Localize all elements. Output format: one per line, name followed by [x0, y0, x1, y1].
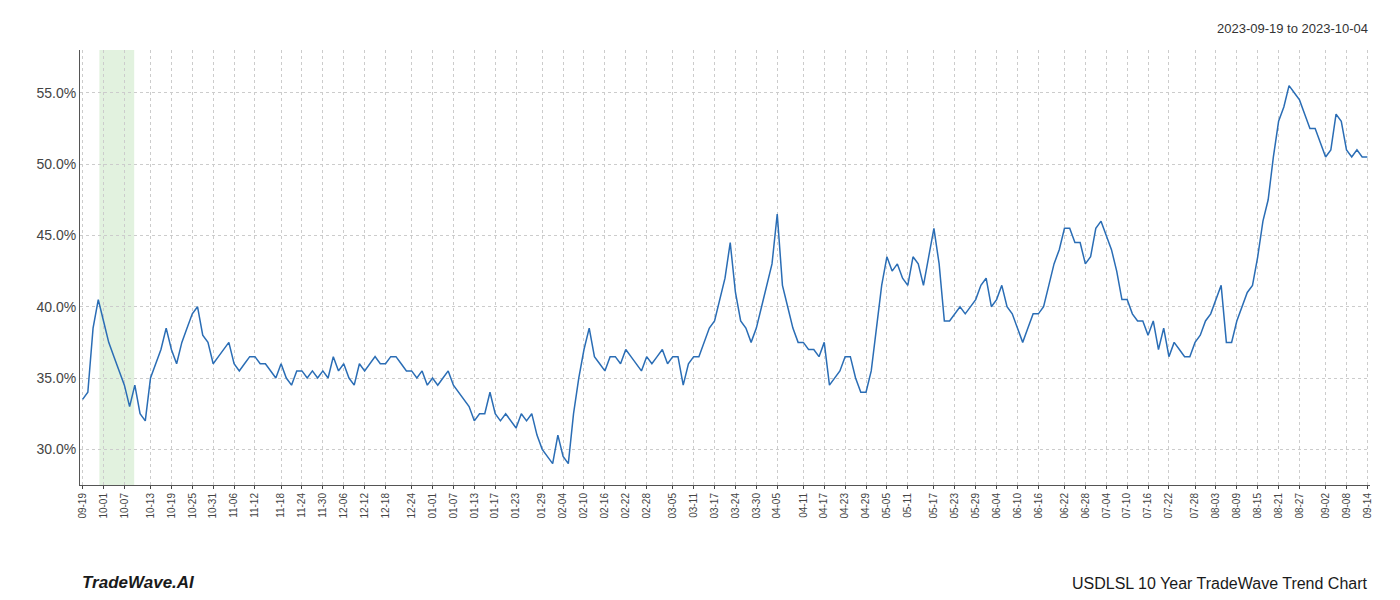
- svg-text:05-17: 05-17: [928, 493, 939, 519]
- svg-text:50.0%: 50.0%: [36, 156, 76, 172]
- svg-text:09-02: 09-02: [1320, 493, 1331, 519]
- svg-text:40.0%: 40.0%: [36, 299, 76, 315]
- svg-text:12-06: 12-06: [338, 493, 349, 519]
- svg-text:10-07: 10-07: [119, 493, 130, 519]
- svg-text:04-05: 04-05: [771, 493, 782, 519]
- svg-text:12-18: 12-18: [380, 493, 391, 519]
- svg-text:TradeWave.AI: TradeWave.AI: [82, 573, 195, 592]
- svg-text:08-21: 08-21: [1273, 493, 1284, 519]
- svg-text:11-12: 11-12: [249, 493, 260, 518]
- svg-text:2023-09-19 to 2023-10-04: 2023-09-19 to 2023-10-04: [1217, 21, 1368, 36]
- svg-text:07-16: 07-16: [1142, 493, 1153, 519]
- svg-text:06-28: 06-28: [1080, 493, 1091, 519]
- svg-text:30.0%: 30.0%: [36, 441, 76, 457]
- svg-text:08-15: 08-15: [1252, 493, 1263, 519]
- svg-text:09-14: 09-14: [1362, 493, 1373, 519]
- svg-text:08-09: 08-09: [1231, 493, 1242, 519]
- svg-text:07-22: 07-22: [1163, 493, 1174, 519]
- svg-text:06-04: 06-04: [991, 493, 1002, 519]
- svg-text:04-17: 04-17: [818, 493, 829, 519]
- svg-text:03-17: 03-17: [709, 493, 720, 519]
- svg-text:03-05: 03-05: [667, 493, 678, 519]
- svg-text:01-17: 01-17: [489, 493, 500, 519]
- svg-text:35.0%: 35.0%: [36, 370, 76, 386]
- svg-text:10-25: 10-25: [187, 493, 198, 519]
- svg-text:08-03: 08-03: [1210, 493, 1221, 519]
- svg-text:09-19: 09-19: [77, 493, 88, 519]
- svg-text:06-16: 06-16: [1033, 493, 1044, 519]
- svg-text:10-31: 10-31: [207, 493, 218, 519]
- svg-text:04-23: 04-23: [839, 493, 850, 519]
- svg-text:02-28: 02-28: [641, 493, 652, 519]
- svg-text:07-10: 07-10: [1121, 493, 1132, 519]
- svg-text:04-11: 04-11: [798, 493, 809, 518]
- svg-text:USDLSL 10 Year TradeWave Trend: USDLSL 10 Year TradeWave Trend Chart: [1072, 575, 1368, 592]
- svg-text:55.0%: 55.0%: [36, 85, 76, 101]
- svg-text:11-30: 11-30: [317, 493, 328, 518]
- svg-text:03-30: 03-30: [751, 493, 762, 519]
- svg-text:10-01: 10-01: [98, 493, 109, 519]
- svg-text:10-13: 10-13: [145, 493, 156, 519]
- svg-text:01-01: 01-01: [427, 493, 438, 519]
- svg-text:05-29: 05-29: [970, 493, 981, 519]
- svg-text:01-13: 01-13: [469, 493, 480, 519]
- svg-text:09-08: 09-08: [1341, 493, 1352, 519]
- svg-text:07-04: 07-04: [1101, 493, 1112, 519]
- svg-text:01-23: 01-23: [510, 493, 521, 519]
- svg-text:02-16: 02-16: [599, 493, 610, 519]
- svg-text:02-10: 02-10: [578, 493, 589, 519]
- svg-text:11-06: 11-06: [228, 493, 239, 518]
- svg-text:11-24: 11-24: [296, 493, 307, 518]
- svg-text:45.0%: 45.0%: [36, 227, 76, 243]
- svg-text:08-27: 08-27: [1294, 493, 1305, 519]
- svg-text:05-05: 05-05: [881, 493, 892, 519]
- svg-text:12-24: 12-24: [406, 493, 417, 519]
- svg-text:02-22: 02-22: [620, 493, 631, 519]
- svg-text:03-24: 03-24: [730, 493, 741, 519]
- svg-text:03-11: 03-11: [688, 493, 699, 518]
- svg-text:10-19: 10-19: [166, 493, 177, 519]
- svg-text:05-11: 05-11: [902, 493, 913, 518]
- svg-text:02-04: 02-04: [557, 493, 568, 519]
- svg-text:04-29: 04-29: [860, 493, 871, 519]
- svg-text:12-12: 12-12: [359, 493, 370, 519]
- svg-text:05-23: 05-23: [949, 493, 960, 519]
- svg-text:07-28: 07-28: [1189, 493, 1200, 519]
- svg-text:06-22: 06-22: [1059, 493, 1070, 519]
- svg-text:11-18: 11-18: [275, 493, 286, 518]
- svg-text:01-29: 01-29: [536, 493, 547, 519]
- svg-text:06-10: 06-10: [1012, 493, 1023, 519]
- svg-text:01-07: 01-07: [448, 493, 459, 519]
